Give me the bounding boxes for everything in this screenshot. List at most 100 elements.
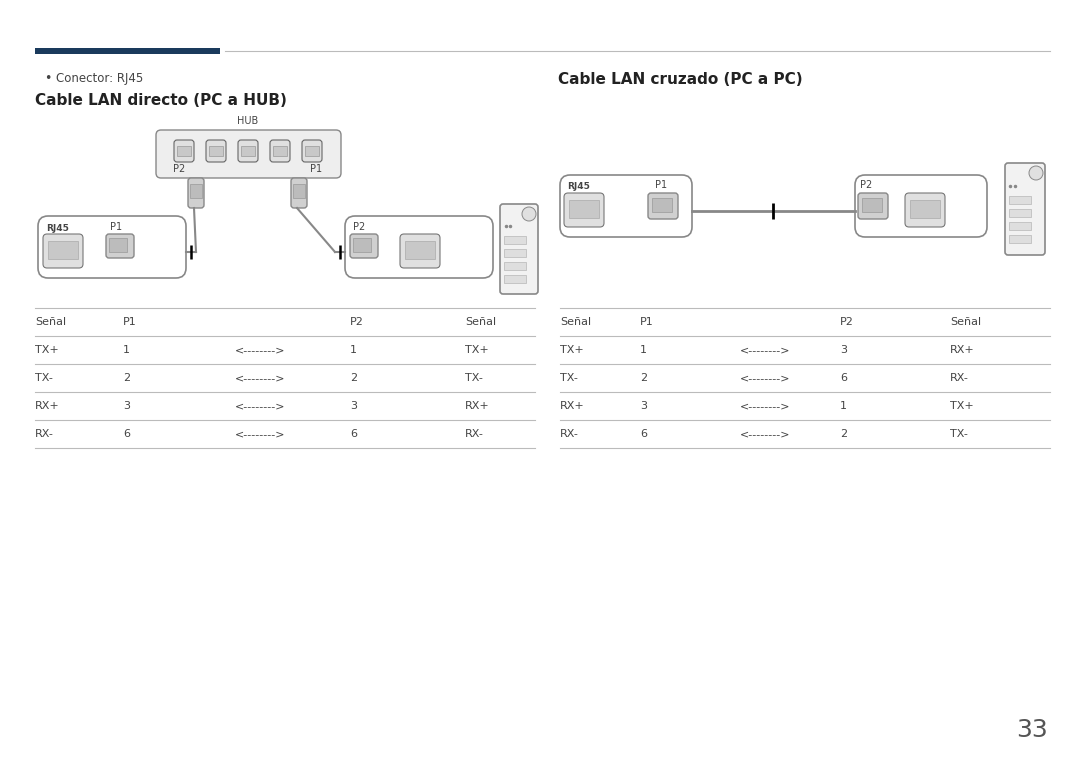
Text: <-------->: <--------> bbox=[740, 345, 791, 355]
Bar bbox=[1009, 222, 1031, 230]
FancyBboxPatch shape bbox=[905, 193, 945, 227]
Bar bbox=[1009, 235, 1031, 243]
Text: RX+: RX+ bbox=[950, 345, 975, 355]
Text: Cable LAN directo (PC a HUB): Cable LAN directo (PC a HUB) bbox=[35, 93, 287, 108]
FancyBboxPatch shape bbox=[400, 234, 440, 268]
Bar bbox=[504, 275, 526, 283]
FancyBboxPatch shape bbox=[855, 175, 987, 237]
FancyBboxPatch shape bbox=[1005, 163, 1045, 255]
FancyBboxPatch shape bbox=[302, 140, 322, 162]
Text: RX+: RX+ bbox=[561, 401, 584, 411]
Bar bbox=[862, 198, 882, 212]
Text: •: • bbox=[44, 72, 52, 85]
FancyBboxPatch shape bbox=[345, 216, 492, 278]
Text: RX-: RX- bbox=[465, 429, 484, 439]
Text: <-------->: <--------> bbox=[235, 429, 285, 439]
Text: <-------->: <--------> bbox=[740, 401, 791, 411]
Bar bbox=[210, 146, 222, 156]
Bar bbox=[1009, 209, 1031, 217]
Text: <-------->: <--------> bbox=[740, 429, 791, 439]
Text: Cable LAN cruzado (PC a PC): Cable LAN cruzado (PC a PC) bbox=[558, 72, 802, 87]
Text: 3: 3 bbox=[840, 345, 847, 355]
Text: RX-: RX- bbox=[35, 429, 54, 439]
Text: <-------->: <--------> bbox=[235, 401, 285, 411]
FancyBboxPatch shape bbox=[350, 234, 378, 258]
Text: <-------->: <--------> bbox=[740, 373, 791, 383]
Text: P1: P1 bbox=[110, 222, 122, 232]
Bar bbox=[569, 200, 599, 218]
Text: RX+: RX+ bbox=[465, 401, 489, 411]
Text: P2: P2 bbox=[353, 222, 365, 232]
Text: Conector: RJ45: Conector: RJ45 bbox=[56, 72, 144, 85]
Text: TX-: TX- bbox=[561, 373, 578, 383]
FancyBboxPatch shape bbox=[43, 234, 83, 268]
Bar bbox=[504, 262, 526, 270]
FancyBboxPatch shape bbox=[188, 178, 204, 208]
Text: 1: 1 bbox=[350, 345, 357, 355]
Text: P1: P1 bbox=[310, 164, 322, 174]
FancyBboxPatch shape bbox=[561, 175, 692, 237]
Bar bbox=[190, 184, 202, 198]
Text: 2: 2 bbox=[640, 373, 647, 383]
Bar bbox=[504, 249, 526, 257]
Text: HUB: HUB bbox=[238, 116, 258, 126]
FancyBboxPatch shape bbox=[206, 140, 226, 162]
Text: TX+: TX+ bbox=[950, 401, 974, 411]
Text: 6: 6 bbox=[123, 429, 130, 439]
Text: P2: P2 bbox=[350, 317, 364, 327]
Text: 3: 3 bbox=[123, 401, 130, 411]
Text: RX-: RX- bbox=[950, 373, 969, 383]
Text: P2: P2 bbox=[173, 164, 185, 174]
FancyBboxPatch shape bbox=[238, 140, 258, 162]
Text: 3: 3 bbox=[640, 401, 647, 411]
Text: TX-: TX- bbox=[35, 373, 53, 383]
FancyBboxPatch shape bbox=[858, 193, 888, 219]
Bar bbox=[1009, 196, 1031, 204]
Bar bbox=[241, 146, 255, 156]
Text: Señal: Señal bbox=[465, 317, 496, 327]
FancyBboxPatch shape bbox=[291, 178, 307, 208]
Text: TX+: TX+ bbox=[465, 345, 489, 355]
FancyBboxPatch shape bbox=[564, 193, 604, 227]
Text: Señal: Señal bbox=[950, 317, 981, 327]
Text: TX-: TX- bbox=[950, 429, 968, 439]
Circle shape bbox=[522, 207, 536, 221]
Text: P2: P2 bbox=[860, 180, 873, 190]
Bar bbox=[910, 200, 940, 218]
Bar bbox=[177, 146, 191, 156]
Text: 6: 6 bbox=[350, 429, 357, 439]
Bar bbox=[405, 241, 435, 259]
Text: <-------->: <--------> bbox=[235, 345, 285, 355]
Text: RX-: RX- bbox=[561, 429, 579, 439]
Bar bbox=[353, 238, 372, 252]
Bar bbox=[305, 146, 319, 156]
FancyBboxPatch shape bbox=[38, 216, 186, 278]
Text: TX+: TX+ bbox=[35, 345, 58, 355]
FancyBboxPatch shape bbox=[648, 193, 678, 219]
Text: 1: 1 bbox=[640, 345, 647, 355]
Text: P1: P1 bbox=[654, 180, 667, 190]
Text: 2: 2 bbox=[350, 373, 357, 383]
FancyBboxPatch shape bbox=[156, 130, 341, 178]
FancyBboxPatch shape bbox=[174, 140, 194, 162]
Text: TX+: TX+ bbox=[561, 345, 584, 355]
Text: 3: 3 bbox=[350, 401, 357, 411]
Text: Señal: Señal bbox=[561, 317, 591, 327]
Text: RX+: RX+ bbox=[35, 401, 59, 411]
Text: <-------->: <--------> bbox=[235, 373, 285, 383]
Bar bbox=[48, 241, 78, 259]
FancyBboxPatch shape bbox=[500, 204, 538, 294]
Text: 1: 1 bbox=[840, 401, 847, 411]
Text: 1: 1 bbox=[123, 345, 130, 355]
Text: 2: 2 bbox=[123, 373, 130, 383]
Text: 2: 2 bbox=[840, 429, 847, 439]
FancyBboxPatch shape bbox=[106, 234, 134, 258]
Text: P1: P1 bbox=[123, 317, 137, 327]
Text: RJ45: RJ45 bbox=[46, 224, 69, 233]
Bar bbox=[109, 238, 127, 252]
Text: P1: P1 bbox=[640, 317, 653, 327]
Text: TX-: TX- bbox=[465, 373, 483, 383]
Bar bbox=[293, 184, 305, 198]
Text: RJ45: RJ45 bbox=[567, 182, 590, 191]
Bar bbox=[504, 236, 526, 244]
